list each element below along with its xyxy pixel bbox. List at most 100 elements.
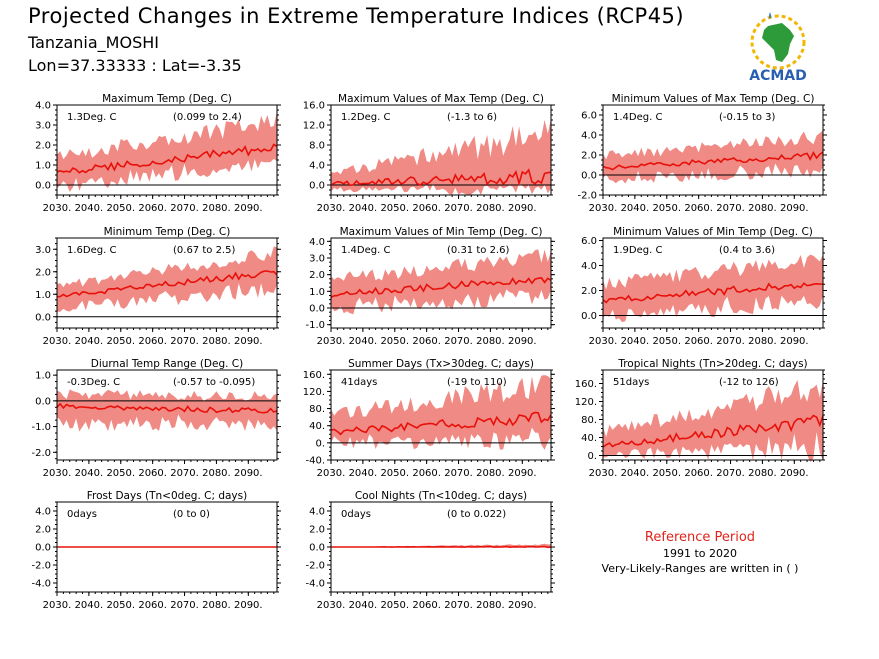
y-tick-label: 4.0 — [309, 237, 325, 248]
likely-range-band — [57, 246, 277, 312]
very-likely-range: (0.31 to 2.6) — [447, 245, 509, 256]
y-tick-label: 0.0 — [581, 311, 597, 322]
y-tick-label: 2.0 — [309, 525, 325, 536]
y-tick-label: -4.0 — [305, 579, 325, 590]
x-tick-label: 2080. — [202, 336, 231, 347]
change-value: 1.9Deg. C — [613, 245, 662, 256]
y-tick-label: 4.0 — [581, 261, 597, 272]
y-tick-label: 2.0 — [35, 141, 51, 152]
x-tick-label: 2070. — [170, 203, 199, 214]
water-drop-icon — [769, 12, 771, 19]
y-tick-label: 2.0 — [581, 151, 597, 162]
x-tick-label: 2060. — [412, 600, 441, 611]
y-tick-label: 0.0 — [309, 543, 325, 554]
chart-panel: Frost Days (Tn<0deg. C; days) -4.0 -2.0 0.0… — [31, 490, 281, 611]
x-tick-label: 2040. — [75, 600, 104, 611]
y-tick-label: 6.0 — [581, 236, 597, 247]
ensemble-mean-line — [602, 414, 824, 448]
x-tick-label: 2040. — [349, 468, 378, 479]
change-value: 0days — [67, 509, 97, 520]
y-tick-label: 6.0 — [581, 111, 597, 122]
change-value: 0days — [341, 509, 371, 520]
chart-title: Cool Nights (Tn<10deg. C; days) — [355, 490, 527, 502]
x-tick-label: 2070. — [716, 203, 745, 214]
plot-frame — [602, 237, 824, 329]
ensemble-mean-line — [602, 282, 824, 304]
x-tick-label: 2080. — [202, 203, 231, 214]
x-tick-label: 2030. — [589, 203, 618, 214]
x-tick-label: 2090. — [508, 600, 537, 611]
likely-range-band — [331, 375, 551, 450]
very-likely-range: (0 to 0) — [173, 509, 210, 520]
x-tick-label: 2090. — [780, 468, 809, 479]
x-tick-label: 2040. — [621, 336, 650, 347]
x-tick-label: 2060. — [684, 203, 713, 214]
chart-title: Summer Days (Tx>30deg. C; days) — [348, 358, 534, 370]
y-tick-label: 2.0 — [35, 525, 51, 536]
chart-panel: Cool Nights (Tn<10deg. C; days) -4.0 -2.0 0… — [305, 490, 555, 611]
y-tick-label: 8.0 — [309, 141, 325, 152]
chart-panel: Maximum Values of Max Temp (Deg. C) 0.0 4.… — [303, 93, 555, 214]
y-tick-label: -2.0 — [305, 561, 325, 572]
y-tick-label: 4.0 — [309, 507, 325, 518]
change-value: 1.4Deg. C — [341, 245, 390, 256]
y-tick-label: 2.0 — [309, 270, 325, 281]
y-tick-label: 0.0 — [309, 181, 325, 192]
x-tick-label: 2030. — [317, 336, 346, 347]
y-tick-label: 80. — [581, 415, 597, 426]
y-tick-label: -1.0 — [305, 320, 325, 331]
x-tick-label: 2080. — [202, 468, 231, 479]
y-tick-label: 0.0 — [35, 181, 51, 192]
x-tick-label: 2050. — [652, 203, 681, 214]
change-value: 1.4Deg. C — [613, 112, 662, 123]
very-likely-range: (0.4 to 3.6) — [719, 245, 775, 256]
x-tick-label: 2090. — [234, 600, 263, 611]
y-tick-label: 1.0 — [35, 161, 51, 172]
y-tick-label: -40. — [305, 456, 325, 467]
y-tick-label: 2.0 — [35, 267, 51, 278]
x-tick-label: 2070. — [444, 600, 473, 611]
x-tick-label: 2040. — [621, 203, 650, 214]
y-tick-label: 1.0 — [309, 287, 325, 298]
page-title: Projected Changes in Extreme Temperature… — [28, 4, 685, 28]
x-tick-label: 2050. — [106, 468, 135, 479]
x-tick-label: 2070. — [170, 336, 199, 347]
chart-title: Maximum Temp (Deg. C) — [102, 93, 232, 105]
ensemble-mean-line — [56, 270, 278, 298]
chart-panel: Maximum Temp (Deg. C) 0.0 1.0 2.0 3.0 4.0 2030… — [35, 93, 281, 214]
y-tick-label: 12.0 — [303, 121, 325, 132]
x-tick-label: 2050. — [380, 336, 409, 347]
reference-title: Reference Period — [644, 530, 756, 545]
coordinates-label: Lon=37.33333 : Lat=-3.35 — [28, 56, 242, 75]
x-tick-label: 2070. — [444, 468, 473, 479]
x-tick-label: 2040. — [75, 336, 104, 347]
chart-panel: Minimum Values of Max Temp (Deg. C) -2.0 0… — [577, 93, 827, 214]
chart-panel: Minimum Values of Min Temp (Deg. C) 0.0 2.… — [581, 226, 827, 347]
ensemble-mean-line — [330, 168, 552, 187]
y-tick-label: 2.0 — [581, 286, 597, 297]
very-likely-range: (-0.57 to -0.095) — [173, 377, 255, 388]
logo-text: ACMAD — [749, 68, 807, 84]
x-tick-label: 2090. — [780, 336, 809, 347]
x-tick-label: 2090. — [234, 203, 263, 214]
likely-range-band — [603, 130, 823, 184]
chart-title: Frost Days (Tn<0deg. C; days) — [87, 490, 247, 502]
chart-title: Minimum Temp (Deg. C) — [104, 226, 231, 238]
x-tick-label: 2070. — [444, 336, 473, 347]
x-tick-label: 2080. — [748, 336, 777, 347]
x-tick-label: 2030. — [589, 336, 618, 347]
x-tick-label: 2050. — [380, 468, 409, 479]
y-tick-label: 0.0 — [581, 171, 597, 182]
y-tick-label: -2.0 — [577, 191, 597, 202]
x-tick-label: 2060. — [138, 600, 167, 611]
x-tick-label: 2080. — [476, 600, 505, 611]
y-tick-label: 3.0 — [35, 245, 51, 256]
x-tick-label: 2030. — [43, 600, 72, 611]
y-tick-label: -4.0 — [31, 579, 51, 590]
y-tick-label: 3.0 — [309, 254, 325, 265]
y-tick-label: 40. — [309, 421, 325, 432]
x-tick-label: 2060. — [684, 336, 713, 347]
x-tick-label: 2090. — [508, 336, 537, 347]
x-tick-label: 2090. — [234, 468, 263, 479]
